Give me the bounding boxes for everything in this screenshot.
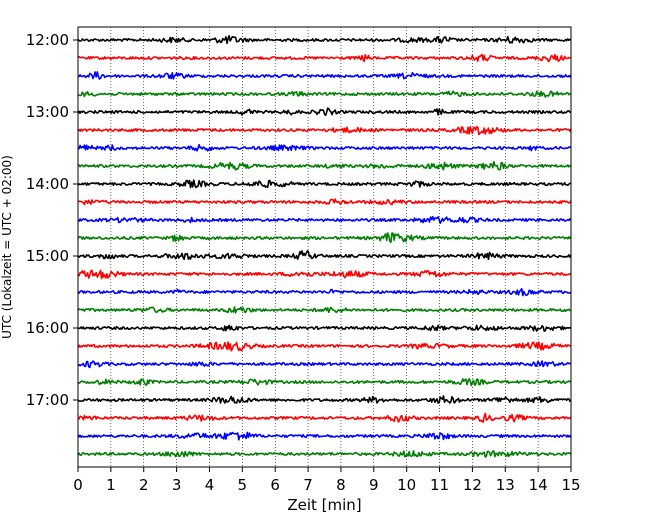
x-tick-label: 15 bbox=[561, 476, 580, 494]
trace-line bbox=[77, 161, 572, 171]
trace-line bbox=[77, 179, 572, 189]
x-tick-label: 5 bbox=[238, 476, 248, 494]
x-tick-label: 9 bbox=[369, 476, 379, 494]
trace-line bbox=[77, 107, 572, 117]
x-tick-label: 12 bbox=[463, 476, 482, 494]
y-tick-label: 12:00 bbox=[26, 31, 69, 49]
trace-line bbox=[77, 90, 572, 98]
x-tick-label: 8 bbox=[336, 476, 346, 494]
x-tick-label: 11 bbox=[430, 476, 449, 494]
x-tick-label: 7 bbox=[303, 476, 313, 494]
trace-line bbox=[77, 250, 572, 261]
trace-line bbox=[77, 306, 572, 314]
x-tick-label: 4 bbox=[205, 476, 215, 494]
trace-line bbox=[77, 324, 572, 332]
trace-line bbox=[77, 143, 572, 152]
trace-line bbox=[77, 412, 572, 423]
trace-line bbox=[77, 431, 572, 441]
x-tick-label: 10 bbox=[397, 476, 416, 494]
y-tick-label: 17:00 bbox=[26, 391, 69, 409]
grid-lines bbox=[110, 27, 539, 467]
x-tick-label: 6 bbox=[270, 476, 280, 494]
y-axis-label: UTC (Lokalzeit = UTC + 02:00) bbox=[0, 155, 14, 339]
x-axis: 0 1 2 3 4 5 6 7 8 9 10 11 12 13 14 15 bbox=[73, 467, 581, 494]
x-tick-label: 1 bbox=[106, 476, 116, 494]
trace-line bbox=[77, 198, 572, 206]
x-tick-label: 13 bbox=[496, 476, 515, 494]
plot-area bbox=[78, 27, 571, 467]
x-tick-label: 14 bbox=[529, 476, 548, 494]
trace-line bbox=[77, 378, 572, 387]
trace-line bbox=[77, 269, 572, 280]
trace-line bbox=[77, 232, 572, 243]
x-tick-label: 3 bbox=[172, 476, 182, 494]
trace-group bbox=[77, 35, 572, 458]
y-tick-label: 14:00 bbox=[26, 175, 69, 193]
trace-line bbox=[77, 341, 572, 352]
trace-line bbox=[77, 360, 572, 369]
trace-line bbox=[77, 216, 572, 224]
x-tick-label: 0 bbox=[73, 476, 83, 494]
y-tick-label: 16:00 bbox=[26, 319, 69, 337]
x-tick-label: 2 bbox=[139, 476, 149, 494]
y-tick-label: 15:00 bbox=[26, 247, 69, 265]
trace-line bbox=[77, 450, 572, 458]
y-tick-label: 13:00 bbox=[26, 103, 69, 121]
trace-line bbox=[77, 395, 572, 404]
trace-line bbox=[77, 53, 572, 63]
plot-frame bbox=[77, 26, 572, 468]
x-axis-label: Zeit [min] bbox=[287, 496, 361, 514]
y-axis: 12:00 13:00 14:00 15:00 16:00 17:00 bbox=[26, 31, 78, 409]
trace-line bbox=[77, 71, 572, 80]
trace-line bbox=[77, 125, 572, 136]
trace-line bbox=[77, 35, 572, 45]
trace-line bbox=[77, 287, 572, 297]
